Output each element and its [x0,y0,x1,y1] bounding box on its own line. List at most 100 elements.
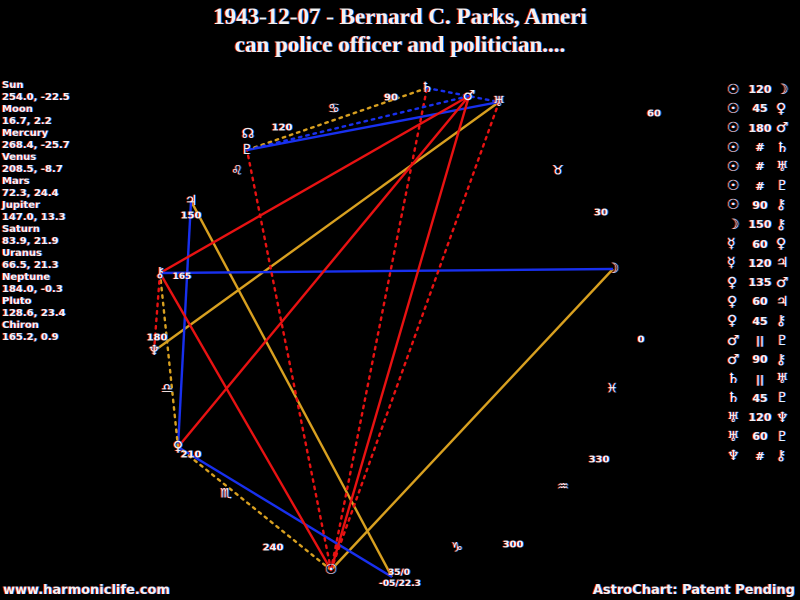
zodiac-sign-aquarius: ♒ [557,479,569,495]
planet-name: Venus [2,152,37,163]
aspect-row: ♂ 90 ⚷ [727,350,793,369]
aspect-line-mercury-jupiter [189,200,394,578]
degree-label-180: 180 [146,332,168,344]
chart-annotation: 35/0 [387,568,411,578]
aspect-planet2-glyph: ♇ [776,332,789,349]
aspect-planet2-glyph: ♄ [776,139,789,156]
aspect-planet1-glyph: ☉ [727,100,740,117]
saturn-glyph: ♄ [420,80,434,96]
website-url: www.harmoniclife.com [3,583,170,598]
aspect-row: ♂ || ♇ [727,331,793,350]
aspect-line-sun-pluto [245,148,333,572]
aspect-row: ☉ # ♄ [727,138,793,157]
aspect-row: ♀ 135 ♂ [727,273,793,292]
aspect-line-venus-mars [177,95,470,448]
aspect-type: 90 [752,353,768,367]
degree-label-30: 30 [594,207,608,219]
planet-name: Saturn [2,224,40,235]
aspect-planet1-glyph: ☉ [727,120,740,137]
aspect-row: ♀ 45 ⚷ [727,312,793,331]
aspect-type: 90 [752,198,768,212]
aspect-planet2-glyph: ♆ [776,409,789,426]
degree-label-300: 300 [502,539,524,551]
aspect-line-saturn-pluto [245,86,429,152]
aspect-planet2-glyph: ⚷ [776,448,787,465]
aspect-planet2-glyph: ♅ [776,371,789,388]
chart-title: 1943-12-07 - Bernard C. Parks, Ameri can… [0,3,800,59]
planet-coords: 16.7, 2.2 [2,116,52,127]
aspect-planet2-glyph: ♇ [776,428,789,445]
aspect-row: ♀ 60 ♃ [727,292,793,311]
aspect-line-venus-jupiter [176,200,193,448]
aspect-type: # [755,179,765,193]
planet-name: Chiron [2,320,39,331]
aspect-row: ♄ || ♅ [727,369,793,388]
zodiac-sign-cancer: ♋ [328,101,340,117]
aspect-line-neptune-chiron [152,271,162,353]
aspect-planet1-glyph: ☉ [727,158,740,175]
aspect-planet2-glyph: ♇ [776,390,789,407]
planet-coords: 165.2, 0.9 [2,332,59,343]
aspect-type: 60 [752,295,768,309]
planet-name: Uranus [2,248,42,259]
aspect-line-mars-pluto [245,94,471,152]
aspect-planet1-glyph: ♅ [727,428,740,445]
aspect-planet1-glyph: ☽ [727,216,740,233]
aspect-planet1-glyph: ♂ [727,332,740,349]
zodiac-sign-scorpio: ♏ [220,486,232,502]
planet-coords: 184.0, -0.3 [2,284,63,295]
planet-name: Jupiter [2,200,40,211]
aspect-planet1-glyph: ☿ [727,236,736,253]
chart-title-line1: 1943-12-07 - Bernard C. Parks, Ameri [213,4,587,29]
zodiac-sign-capricorn: ♑ [451,540,463,556]
aspect-line-sun-saturn [329,86,429,572]
planet-coords: 147.0, 13.3 [2,212,66,223]
aspect-line-mercury-venus [177,445,393,579]
planet-name: Moon [2,104,33,115]
planet-coords: 66.5, 21.3 [2,260,59,271]
aspect-type: 60 [752,237,768,251]
aspect-type: 120 [748,256,772,270]
aspect-line-sun-mars [329,95,471,571]
aspect-list: ☉ 120 ☽ ☉ 45 ♀ ☉ 180 ♂ ☉ # ♄ ☉ # ♅ ☉ # ♇ ☉ 90 ⚷ ☽ 150 ⚷ ☿ 60 ♀ ☿ 120… [727,80,793,466]
aspect-planet1-glyph: ♆ [727,448,740,465]
aspect-line-moon-chiron [159,267,614,275]
aspect-planet1-glyph: ☉ [727,81,740,98]
aspect-planet1-glyph: ☿ [727,255,736,272]
aspect-type: 120 [748,83,772,97]
aspect-type: 150 [748,218,772,232]
aspect-line-venus-chiron [158,271,180,449]
degree-label-150: 150 [180,210,202,222]
aspect-planet1-glyph: ♂ [727,351,740,368]
aspect-line-saturn-uranus [425,86,501,104]
aspect-planet2-glyph: ♂ [776,274,789,291]
planet-name: Neptune [2,272,51,283]
zodiac-sign-libra: ♎ [161,381,173,397]
degree-label-210: 210 [180,449,202,461]
aspect-row: ☉ # ♅ [727,157,793,176]
aspect-type: || [755,334,765,347]
aspect-type: || [755,372,765,386]
aspect-line-sun-venus [176,445,333,572]
aspect-planet2-glyph: ♀ [776,100,787,117]
aspect-line-sun-uranus [329,100,501,572]
aspect-planet2-glyph: ⚷ [776,351,787,368]
aspect-row: ♄ 45 ♇ [727,389,793,408]
aspect-planet2-glyph: ♂ [776,120,789,137]
aspect-planet1-glyph: ♄ [727,371,740,388]
aspect-line-sun-chiron [158,272,333,571]
planet-name: Mars [2,176,30,187]
aspect-row: ☉ 180 ♂ [727,119,793,138]
aspect-line-sun-moon [330,268,614,571]
aspect-type: # [755,141,765,155]
aspect-row: ♆ # ⚷ [727,447,793,466]
astrochart-credit: AstroChart: Patent Pending [592,583,795,598]
aspect-type: 135 [748,276,772,290]
degree-label-330: 330 [588,454,610,466]
aspect-row: ☿ 60 ♀ [727,234,793,253]
planet-coords: 268.4, -25.7 [2,140,70,151]
aspect-planet2-glyph: ⚷ [776,216,787,233]
zodiac-sign-leo: ♌ [231,163,243,179]
